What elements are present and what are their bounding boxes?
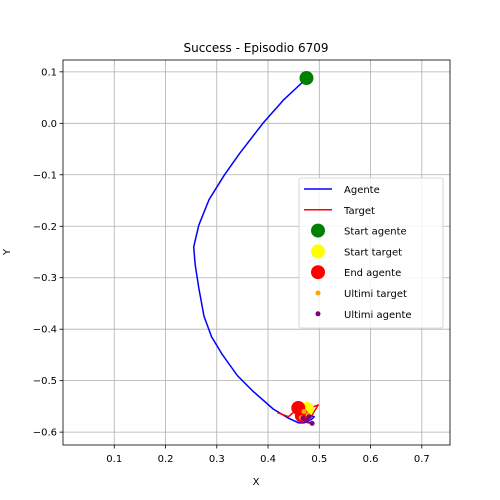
legend-end-agente-label: End agente (344, 268, 401, 279)
legend-target-label: Target (343, 206, 375, 217)
legend-ultimi-agente-swatch (315, 311, 321, 317)
y-tick-label: −0.1 (33, 170, 57, 181)
chart-title: Success - Episodio 6709 (183, 41, 328, 55)
y-axis-label: Y (2, 248, 13, 256)
ultimi-agente-marker (304, 418, 310, 424)
data-layer (192, 71, 320, 426)
x-axis-label: X (253, 477, 260, 488)
y-tick-label: −0.4 (33, 325, 57, 336)
y-tick-label: −0.3 (33, 273, 57, 284)
legend-start-target-label: Start target (344, 247, 402, 258)
x-tick-label: 0.4 (260, 454, 276, 465)
legend-end-agente-swatch (311, 265, 325, 280)
legend-start-agente-label: Start agente (344, 227, 407, 238)
ultimi-agente-marker (306, 414, 312, 420)
y-tick-label: 0.0 (41, 119, 57, 130)
y-tick-label: −0.6 (33, 428, 57, 439)
x-tick-label: 0.1 (106, 454, 122, 465)
legend-start-target-swatch (311, 244, 325, 259)
tick-layer: 0.1 0.2 0.3 0.4 0.5 0.6 0.7 −0.6 −0.5 −0.4 −0.3 −0.… (33, 67, 430, 465)
ultimi-agente-marker (300, 415, 306, 421)
ultimi-agente-marker (309, 420, 315, 426)
legend-ultimi-agente-label: Ultimi agente (344, 310, 412, 321)
legend-ultimi-target-label: Ultimi target (344, 289, 407, 300)
start-agente-marker (299, 71, 314, 86)
y-tick-label: 0.1 (41, 67, 57, 78)
x-tick-label: 0.2 (158, 454, 174, 465)
legend: Agente Target Start agente Start target End … (298, 177, 444, 329)
x-tick-label: 0.3 (209, 454, 225, 465)
x-tick-label: 0.7 (414, 454, 430, 465)
legend-frame (298, 177, 444, 329)
ultimi-target-marker (301, 409, 307, 415)
x-tick-label: 0.6 (363, 454, 379, 465)
legend-agente-label: Agente (344, 185, 380, 196)
y-tick-label: −0.5 (33, 376, 57, 387)
legend-ultimi-target-swatch (315, 290, 321, 296)
y-tick-label: −0.2 (33, 222, 57, 233)
legend-start-agente-swatch (311, 223, 325, 238)
x-tick-label: 0.5 (311, 454, 327, 465)
plot-area-frame (62, 59, 451, 446)
